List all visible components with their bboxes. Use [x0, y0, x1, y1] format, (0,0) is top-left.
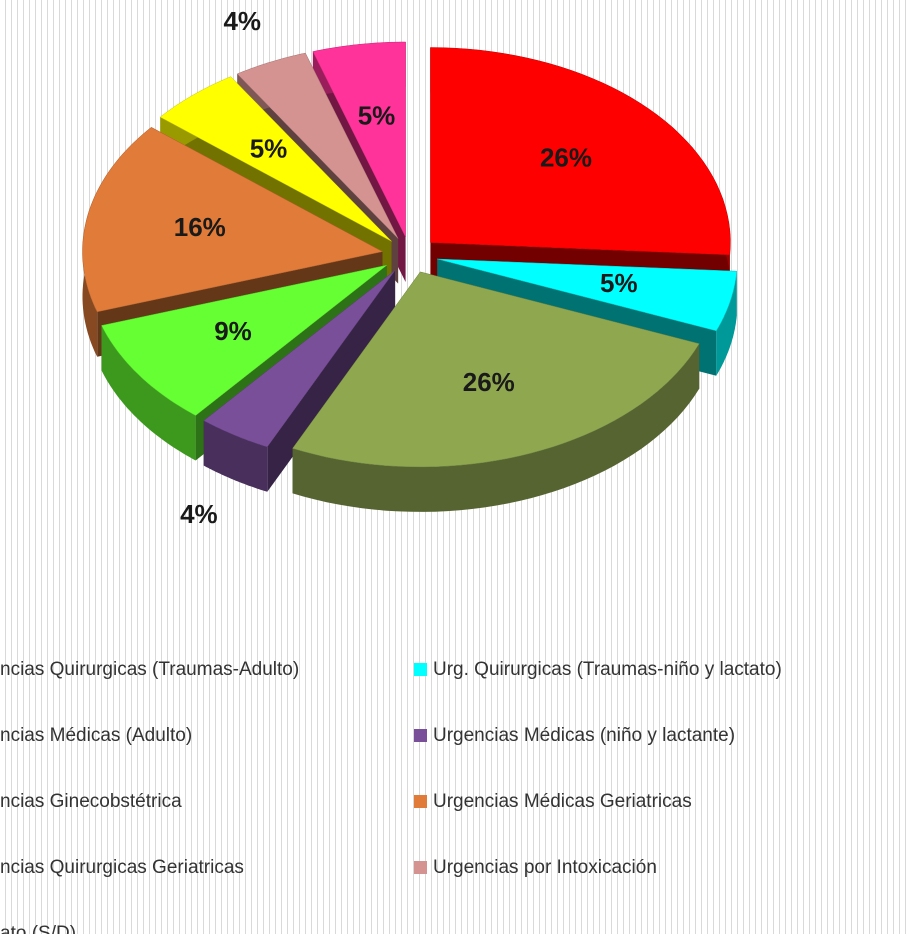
- slice: [292, 271, 700, 468]
- legend-label: Urgencias Médicas Geriatricas: [433, 791, 692, 812]
- slice: [101, 264, 387, 416]
- data-label: 26%: [463, 367, 515, 397]
- data-label: 4%: [223, 6, 261, 36]
- legend-swatch: [414, 729, 427, 742]
- legend-label: ato (S/D): [0, 923, 76, 934]
- legend-label: Urg. Quirurgicas (Traumas-niño y lactato…: [433, 659, 782, 680]
- legend-swatch: [414, 795, 427, 808]
- data-label: 9%: [214, 316, 252, 346]
- data-label: 5%: [250, 134, 288, 164]
- legend-swatch: [414, 861, 427, 874]
- slice: [82, 127, 384, 313]
- slice: [312, 41, 406, 238]
- slice-rim: [292, 343, 700, 512]
- legend-label: Urgencias Médicas (niño y lactante): [433, 725, 735, 746]
- data-label: 16%: [174, 212, 226, 242]
- legend-label: ncias Quirurgicas (Traumas-Adulto): [0, 659, 299, 680]
- legend-label: Urgencias por Intoxicación: [433, 857, 657, 878]
- slice: [430, 47, 731, 256]
- slice: [159, 76, 392, 242]
- legend-label: ncias Ginecobstétrica: [0, 791, 182, 812]
- legend-label: ncias Médicas (Adulto): [0, 725, 192, 746]
- slice: [236, 52, 399, 239]
- legend-label: ncias Quirurgicas Geriatricas: [0, 857, 244, 878]
- slice-rim: [203, 420, 268, 492]
- data-label: 4%: [180, 499, 218, 529]
- data-label: 5%: [358, 100, 396, 130]
- slice: [437, 258, 737, 332]
- slice: [203, 270, 396, 448]
- legend-swatch: [414, 663, 427, 676]
- data-label: 5%: [600, 268, 638, 298]
- data-label: 26%: [540, 143, 592, 173]
- slice-rim: [101, 325, 196, 461]
